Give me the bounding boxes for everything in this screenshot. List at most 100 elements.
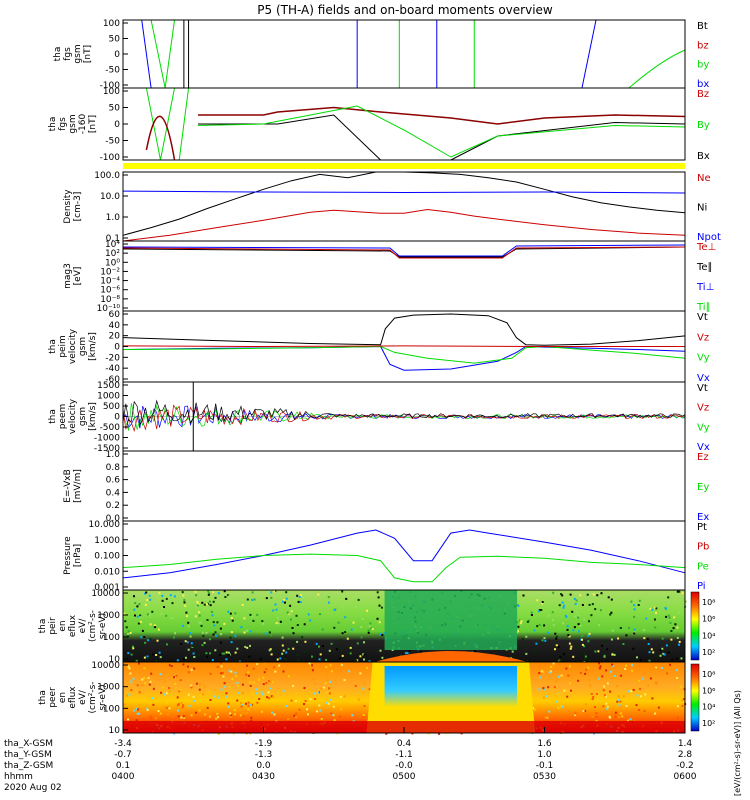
- y-tick-label: 100: [103, 704, 120, 714]
- spectrogram-pixel: [251, 693, 254, 696]
- spectrogram-pixel: [224, 685, 227, 688]
- spectrogram-pixel: [152, 687, 155, 690]
- spectrogram-pixel: [128, 693, 131, 696]
- y-axis-label-line: [mV/m]: [73, 469, 83, 503]
- spectrogram-pixel: [567, 674, 570, 677]
- y-axis-label-line: tha: [38, 619, 48, 634]
- y-axis-label-line: en: [58, 620, 68, 631]
- spectrogram-pixel: [167, 713, 169, 716]
- spectrogram-pixel: [150, 717, 153, 720]
- spectrogram-pixel: [666, 672, 669, 675]
- spectrogram-pixel: [595, 719, 598, 722]
- spectrogram-pixel: [301, 636, 304, 639]
- spectrogram-pixel: [258, 678, 260, 681]
- spectrogram-pixel: [198, 683, 201, 686]
- spectrogram-pixel: [575, 599, 578, 602]
- panel-frame: [122, 240, 686, 312]
- spectrogram-pixel: [227, 700, 230, 702]
- spectrogram-pixel: [272, 609, 275, 612]
- spectrogram-pixel: [565, 615, 568, 618]
- y-tick-label: 10⁻⁴: [100, 277, 120, 287]
- spectrogram-pixel: [674, 623, 677, 626]
- spectrogram-pixel: [223, 682, 226, 685]
- spectrogram-pixel: [307, 613, 310, 616]
- spectrogram-pixel: [588, 603, 591, 606]
- spectrogram-pixel: [192, 699, 195, 702]
- spectrogram-pixel: [542, 696, 545, 699]
- spectrogram-pixel: [234, 713, 237, 716]
- spectrogram-pixel: [130, 689, 133, 692]
- spectrogram-pixel: [329, 698, 332, 701]
- spectrogram-pixel: [182, 704, 185, 707]
- x-tick-label: -3.4: [114, 739, 132, 749]
- spectrogram-pixel: [675, 657, 678, 660]
- spectrogram-pixel: [517, 625, 520, 628]
- spectrogram-pixel: [270, 695, 273, 698]
- spectrogram-pixel: [625, 634, 628, 637]
- spectrogram-pixel: [327, 702, 330, 705]
- spectrogram-pixel: [379, 649, 382, 652]
- legend-bz: bz: [697, 40, 709, 51]
- y-tick-label: 0: [114, 343, 120, 353]
- spectrogram-pixel: [641, 677, 644, 680]
- spectrogram-pixel: [511, 650, 514, 653]
- spectrogram-pixel: [227, 594, 230, 597]
- spectrogram-pixel: [559, 660, 562, 662]
- y-tick-label: 50: [109, 35, 121, 45]
- y-tick-label: 1.0: [106, 213, 121, 223]
- spectrogram-pixel: [225, 692, 228, 695]
- spectrogram-pixel: [146, 657, 149, 660]
- spectrogram-pixel: [318, 602, 321, 605]
- spectrogram-pixel: [578, 630, 580, 633]
- spectrogram-pixel: [585, 668, 588, 671]
- y-axis-label-line: Density: [63, 189, 73, 224]
- spectrogram-pixel: [377, 596, 380, 599]
- spectrogram-pixel: [635, 704, 638, 707]
- spectrogram-pixel: [339, 639, 342, 642]
- spectrogram-pixel: [281, 652, 284, 655]
- panel-peir-en-eflux: 10⁸ 10⁶ 10⁴ 10² 10000 1000 100 10 thapeireneflux…: [38, 589, 715, 665]
- spectrogram-pixel: [366, 609, 368, 612]
- y-axis-label-line: velocity: [68, 328, 78, 364]
- spectrogram-pixel: [676, 626, 679, 629]
- spectrogram-pixel: [192, 695, 195, 698]
- spectrogram-pixel: [517, 630, 519, 633]
- spectrogram-pixel: [319, 613, 321, 616]
- spectrogram-pixel: [190, 668, 193, 671]
- spectrogram-pixel: [350, 628, 353, 631]
- spectrogram-pixel: [552, 591, 555, 594]
- spectrogram-pixel: [163, 680, 166, 683]
- spectrogram-pixel: [535, 642, 538, 645]
- spectrogram-pixel: [168, 689, 171, 692]
- spectrogram-pixel: [251, 599, 254, 601]
- spectrogram-pixel: [652, 651, 655, 654]
- spectrogram-pixel: [228, 686, 231, 688]
- spectrogram-pixel: [542, 687, 545, 690]
- y-axis-label: thapeirenefluxeV/(cm²-s-sr-eV): [38, 610, 108, 642]
- spectrogram-pixel: [130, 653, 133, 656]
- spectrogram-pixel: [127, 665, 130, 668]
- y-axis-label-line: peim: [58, 335, 68, 358]
- spectrogram-pixel: [199, 621, 202, 624]
- spectrogram-pixel: [576, 611, 579, 614]
- y-tick-label: 60: [109, 310, 121, 320]
- spectrogram-pixel: [380, 606, 383, 609]
- spectrogram-pixel: [181, 624, 184, 627]
- spectrogram-pixel: [207, 593, 210, 596]
- spectrogram-pixel: [597, 650, 600, 653]
- y-tick-label: 0: [114, 120, 120, 130]
- spectrogram-pixel: [203, 641, 206, 644]
- spectrogram-pixel: [201, 644, 204, 647]
- spectrogram-pixel: [311, 664, 313, 667]
- spectrogram-pixel: [212, 633, 215, 636]
- y-axis-label-line: peer: [48, 687, 58, 708]
- spectrogram-pixel: [282, 600, 284, 603]
- spectrogram-pixel: [241, 683, 244, 686]
- spectrogram-pixel: [141, 643, 144, 645]
- spectrogram-pixel: [135, 719, 138, 722]
- spectrogram-pixel: [190, 686, 193, 689]
- spectrogram-pixel: [612, 664, 615, 667]
- legend-Ey: Ey: [697, 482, 709, 493]
- spectrogram-pixel: [619, 700, 622, 703]
- spectrogram-pixel: [553, 686, 556, 689]
